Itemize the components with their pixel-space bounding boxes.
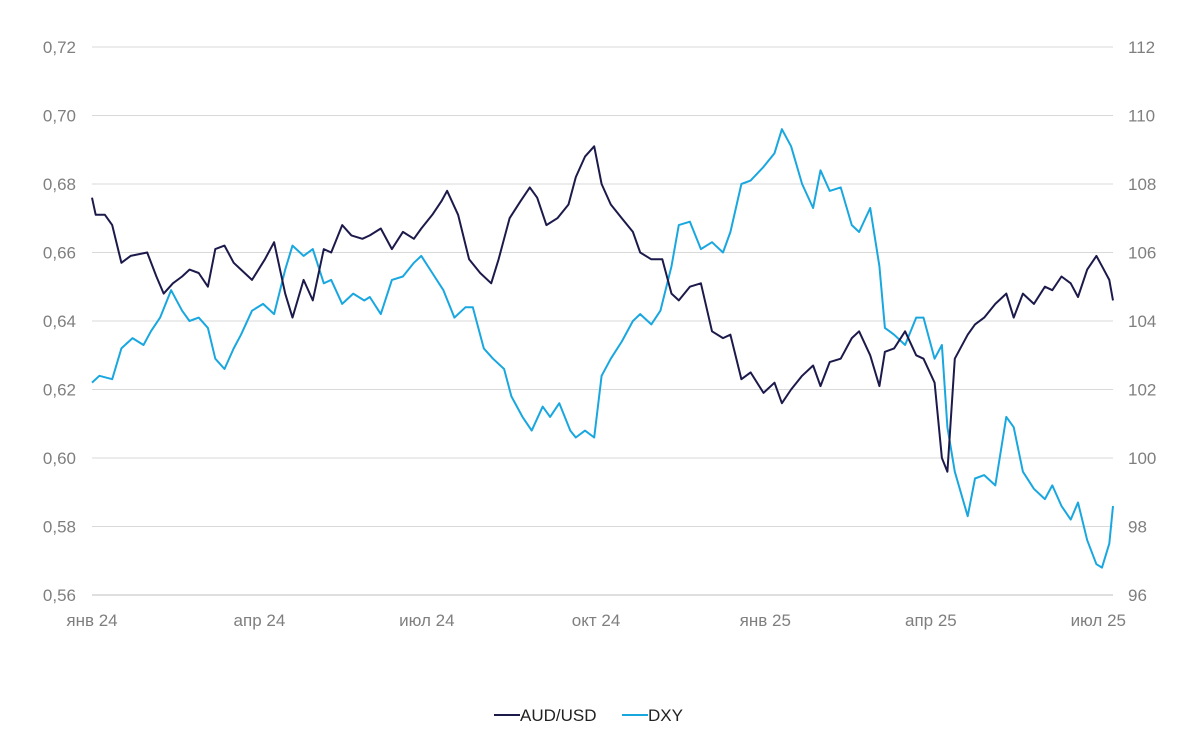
right-axis-tick-label: 110 — [1128, 107, 1155, 126]
x-axis-tick-label: апр 24 — [234, 611, 286, 630]
right-axis-tick-label: 96 — [1128, 586, 1147, 605]
legend: AUD/USD DXY — [494, 706, 683, 725]
x-axis-tick-label: июл 25 — [1071, 611, 1126, 630]
legend-label: DXY — [648, 706, 683, 725]
series-lines — [91, 128, 1114, 569]
left-axis-tick-label: 0,68 — [43, 175, 76, 194]
left-axis-tick-label: 0,60 — [43, 449, 76, 468]
legend-label: AUD/USD — [520, 706, 597, 725]
left-axis-tick-label: 0,64 — [43, 312, 76, 331]
right-axis-tick-label: 100 — [1128, 449, 1156, 468]
right-axis-tick-label: 112 — [1128, 38, 1155, 57]
left-axis-tick-label: 0,62 — [43, 381, 76, 400]
left-axis-tick-label: 0,56 — [43, 586, 76, 605]
x-axis-tick-label: июл 24 — [399, 611, 454, 630]
left-axis-ticks: 0,56 0,58 0,60 0,62 0,64 0,66 0,68 0,70 0,72 — [43, 38, 76, 605]
right-axis-tick-label: 98 — [1128, 518, 1147, 537]
x-axis-tick-label: окт 24 — [572, 611, 621, 630]
left-axis-tick-label: 0,70 — [43, 107, 76, 126]
series-line-dxy — [91, 128, 1114, 569]
x-axis-tick-label: янв 24 — [66, 611, 117, 630]
x-axis-tick-label: янв 25 — [740, 611, 791, 630]
x-axis-ticks: янв 24 апр 24 июл 24 окт 24 янв 25 апр 25 июл … — [66, 611, 1126, 630]
right-axis-tick-label: 108 — [1128, 175, 1156, 194]
x-axis-tick-label: апр 25 — [905, 611, 957, 630]
left-axis-tick-label: 0,58 — [43, 518, 76, 537]
right-axis-tick-label: 102 — [1128, 381, 1156, 400]
left-axis-tick-label: 0,72 — [43, 38, 76, 57]
right-axis-ticks: 96 98 100 102 104 106 108 110 112 — [1128, 38, 1156, 605]
grid-lines — [92, 46, 1113, 596]
left-axis-tick-label: 0,66 — [43, 244, 76, 263]
right-axis-tick-label: 104 — [1128, 312, 1156, 331]
right-axis-tick-label: 106 — [1128, 244, 1156, 263]
series-line-aud-usd — [91, 145, 1114, 473]
